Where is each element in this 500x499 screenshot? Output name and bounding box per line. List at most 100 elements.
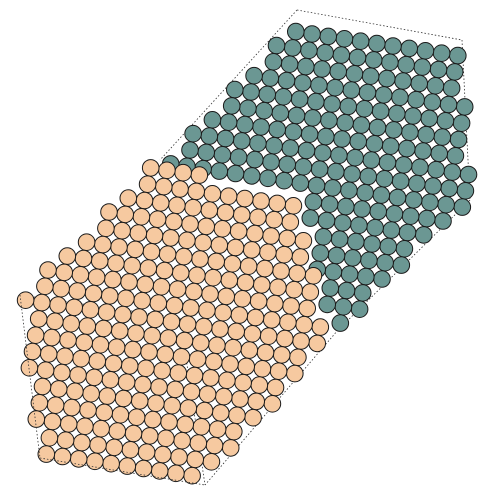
phase-b-atom <box>326 78 344 97</box>
phase-b-atom <box>395 240 414 258</box>
phase-a-atom <box>246 308 265 327</box>
phase-a-atom <box>49 380 68 398</box>
phase-b-atom <box>343 249 362 267</box>
phase-b-atom <box>456 182 475 200</box>
phase-a-atom <box>76 417 94 436</box>
phase-b-atom <box>445 63 464 81</box>
phase-a-atom <box>124 340 142 359</box>
phase-b-atom <box>267 36 286 55</box>
phase-a-atom <box>100 287 119 305</box>
phase-b-atom <box>222 97 241 115</box>
phase-a-atom <box>136 275 154 294</box>
phase-b-atoms <box>161 22 478 332</box>
phase-a-atom <box>249 292 268 311</box>
phase-b-atom <box>382 221 401 239</box>
phase-b-atom <box>355 100 374 118</box>
phase-a-atom <box>174 163 192 182</box>
phase-a-atom <box>301 283 320 301</box>
phase-b-atom <box>290 90 309 108</box>
phase-b-atom <box>213 146 232 164</box>
phase-b-atom <box>414 142 432 160</box>
phase-a-atom <box>100 203 118 221</box>
phase-b-atom <box>321 279 340 297</box>
phase-a-atom <box>250 376 269 394</box>
phase-b-atom <box>397 55 415 74</box>
phase-a-atom <box>243 325 262 343</box>
phase-a-atom <box>165 212 183 231</box>
phase-b-atom <box>293 74 312 92</box>
phase-a-atom <box>225 422 243 441</box>
phase-b-atom <box>400 39 419 58</box>
phase-a-atom <box>52 279 70 298</box>
phase-a-atom <box>200 201 219 219</box>
phase-a-atom <box>230 306 249 324</box>
phase-a-atom <box>123 256 141 275</box>
phase-a-atom <box>207 252 225 271</box>
phase-a-atom <box>137 359 155 378</box>
phase-a-atom <box>298 299 317 318</box>
phase-b-atom <box>294 158 313 176</box>
phase-a-atom <box>311 318 330 336</box>
phase-b-atom <box>434 212 452 230</box>
phase-a-atom <box>33 377 52 396</box>
phase-a-atom <box>40 429 59 447</box>
phase-b-atom <box>365 135 384 153</box>
phase-b-atom <box>363 235 381 253</box>
phase-a-atom <box>211 404 230 422</box>
phase-a-atom <box>117 289 135 308</box>
phase-a-atom <box>192 418 211 436</box>
phase-a-atom <box>272 346 291 364</box>
phase-a-atom <box>36 277 54 296</box>
phase-a-atom <box>126 240 144 259</box>
phase-b-atom <box>265 136 283 155</box>
phase-a-atom <box>74 249 93 268</box>
phase-b-atom <box>384 121 403 139</box>
phase-a-atom <box>59 415 78 433</box>
phase-a-atom <box>190 166 209 184</box>
phase-a-atom <box>179 399 198 417</box>
phase-a-atom <box>163 396 181 415</box>
phase-a-atom <box>220 271 239 289</box>
phase-a-atom <box>104 270 122 289</box>
phase-a-atom <box>198 385 217 404</box>
phase-a-atom <box>213 220 232 238</box>
phase-a-atom <box>175 331 194 350</box>
phase-a-atom <box>117 373 136 392</box>
phase-a-atom <box>269 278 287 297</box>
phase-b-atom <box>361 67 380 85</box>
phase-b-atom <box>318 295 337 314</box>
phase-b-atom <box>203 111 222 129</box>
phase-b-atom <box>310 160 329 178</box>
phase-b-atom <box>210 162 229 180</box>
phase-b-atom <box>353 200 371 218</box>
phase-b-atom <box>181 141 199 159</box>
phase-a-atom <box>239 257 258 276</box>
phase-a-atom <box>282 297 300 315</box>
phase-b-atom <box>364 51 383 69</box>
phase-b-atom <box>350 216 368 235</box>
phase-a-atom <box>16 291 35 310</box>
phase-b-atom <box>339 97 358 116</box>
phase-a-atom <box>265 210 283 229</box>
phase-a-atom <box>39 345 58 363</box>
phase-a-atom <box>73 433 91 452</box>
phase-a-atom <box>87 268 106 287</box>
phase-a-atom <box>195 401 214 420</box>
phase-b-atom <box>184 124 202 143</box>
phase-a-atom <box>194 233 212 252</box>
phase-a-atom <box>159 329 178 347</box>
phase-a-atom <box>166 380 184 399</box>
phase-a-atom <box>137 443 156 462</box>
phase-b-atom <box>329 62 348 81</box>
phase-a-atom <box>228 406 246 425</box>
phase-b-atom <box>278 155 297 174</box>
phase-a-atom <box>98 387 117 405</box>
phase-a-atom <box>214 303 232 322</box>
phase-a-atom <box>142 243 161 261</box>
phase-b-atom <box>259 169 277 188</box>
phase-b-atom <box>360 251 378 270</box>
phase-b-atom <box>432 44 451 63</box>
phase-a-atom <box>81 301 100 319</box>
phase-a-atom <box>104 354 123 373</box>
